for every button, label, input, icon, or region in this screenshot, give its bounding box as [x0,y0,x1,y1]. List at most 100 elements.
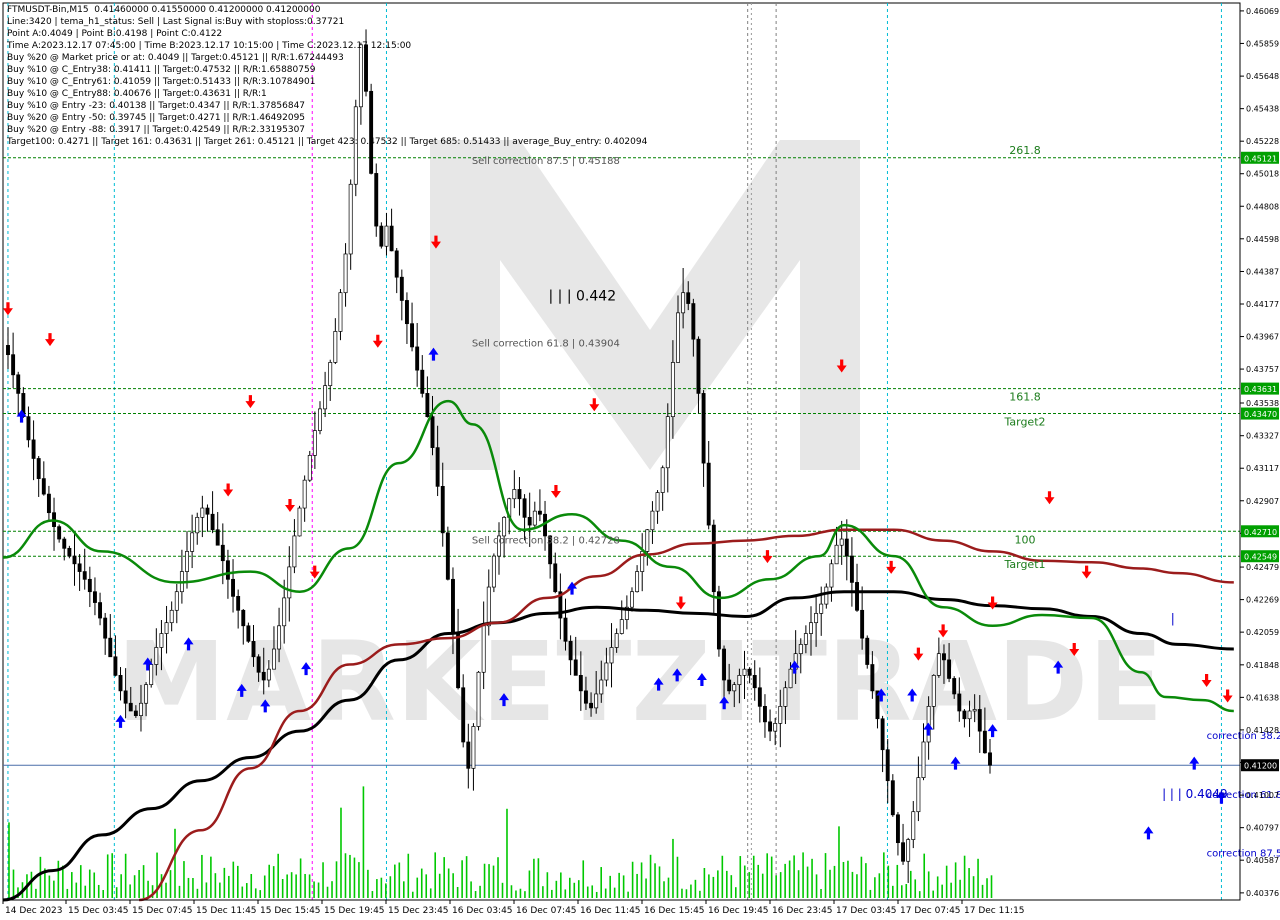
time-tick-label: 15 Dec 03:45 [68,906,129,916]
level-label-0: 261.8 [1009,144,1041,157]
buy-arrow-icon [428,347,439,361]
sell-arrow-icon [284,498,295,512]
price-tick-label: 0.41638 [1246,693,1279,702]
current-price-tag-text: 0.41200 [1244,762,1277,771]
candle-bear [77,563,82,572]
candle-bull [803,633,808,645]
time-tick-label: 17 Dec 03:45 [836,906,897,916]
annotation-1: Sell correction 87.5 | 0.45188 [472,156,620,167]
candle-bear [461,687,466,743]
price-tick-label: 0.43117 [1246,464,1279,473]
candle-bull [502,516,507,537]
price-tick-label: 0.42479 [1246,563,1279,572]
candle-bull [348,183,353,255]
candle-bear [241,609,246,627]
price-tick-label: 0.44808 [1246,202,1279,211]
sell-arrow-icon [550,485,561,499]
candle-bear [553,563,558,593]
annotation-0: | | | 0.442 [549,288,617,304]
sma-black-line [2,590,1234,902]
candle-bull [277,625,282,650]
candle-bear [128,702,133,712]
candle-bear [982,730,987,754]
price-tick-label: 0.45648 [1246,72,1279,81]
buy-arrow-icon [923,722,934,736]
sell-arrow-icon [1201,674,1212,688]
candle-bear [16,374,21,394]
price-tick-label: 0.45859 [1246,39,1279,48]
time-tick-label: 15 Dec 23:45 [388,906,449,916]
watermark-text: MARKETZITRADE [117,618,1164,746]
candle-bear [210,513,215,531]
level-price-tag-text: 0.43631 [1244,385,1277,394]
candle-bull [287,566,292,599]
sell-arrow-icon [2,302,13,316]
annotations: | | | 0.442 Sell correction 87.5 | 0.4518… [472,156,1280,860]
candle-bull [144,684,149,704]
price-tick-label: 0.43327 [1246,432,1279,441]
candle-bear [752,675,757,689]
candles [6,29,992,883]
candle-bear [988,752,992,766]
time-tick-label: 17 Dec 07:45 [900,906,961,916]
candle-bear [563,617,568,642]
candle-bear [113,656,118,676]
price-tick-label: 0.43538 [1246,399,1279,408]
buy-arrow-icon [950,756,961,770]
price-tick-label: 0.45018 [1246,170,1279,179]
candle-bear [225,560,230,580]
ema-green-line [2,399,1234,713]
candle-bear [870,664,875,692]
candle-bear [72,555,77,565]
sell-arrow-icon [309,565,320,579]
candle-bull [635,571,640,593]
candle-bull [819,603,824,614]
sell-arrow-icon [245,395,256,409]
buy-arrow-icon [16,409,27,423]
time-tick-label: 16 Dec 07:45 [516,906,577,916]
candle-bull [742,668,747,676]
candle-bull [353,106,358,185]
candle-bear [231,578,235,597]
annotation-6: correction 87.5 [1207,849,1280,860]
time-tick-label: 14 Dec 2023 [5,906,63,916]
candle-bear [261,671,266,681]
level-labels: 261.8 161.8 Target2 100 Target1 [1003,144,1045,571]
candle-bull [670,362,675,417]
candle-bull [328,362,333,387]
candle-bear [435,447,440,487]
candle-bear [875,690,880,720]
price-tick-label: 0.40587 [1246,856,1279,865]
candle-bull [174,591,179,611]
level-label-1: 161.8 [1009,391,1041,404]
watermark-logo [430,140,860,470]
price-tick-label: 0.45438 [1246,105,1279,114]
candle-bull [159,633,164,648]
level-price-tag-text: 0.42549 [1244,553,1277,562]
candle-bear [6,345,10,356]
candle-bull [358,44,363,108]
candle-bear [82,571,87,580]
price-tick-label: 0.40376 [1246,889,1279,898]
candle-bear [440,486,445,534]
price-tick-label: 0.40797 [1246,824,1279,833]
candle-bear [947,659,952,679]
candle-bull [645,529,650,552]
time-tick-label: 15 Dec 07:45 [132,906,193,916]
candle-bull [972,709,977,712]
candle-bull [195,516,200,534]
candle-bear [374,173,379,227]
sell-arrow-icon [938,624,949,638]
candle-bear [410,323,415,348]
candle-bear [517,489,522,500]
candle-bear [415,346,420,371]
price-axis: 0.46069 0.45859 0.45648 0.45438 0.45228 0.450… [1239,3,1279,900]
candle-bear [394,250,399,278]
buy-arrow-icon [142,657,153,671]
candle-bull [200,507,205,518]
annotation-4: correction 38.2 [1207,731,1280,742]
candle-bull [609,647,614,664]
price-tick-label: 0.42059 [1246,628,1279,637]
